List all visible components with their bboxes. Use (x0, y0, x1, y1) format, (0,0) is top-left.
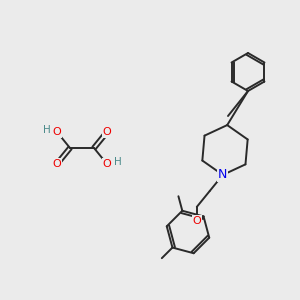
Text: O: O (52, 127, 62, 137)
Text: O: O (103, 127, 111, 137)
Text: O: O (52, 159, 62, 169)
Text: O: O (103, 159, 111, 169)
Text: N: N (218, 168, 227, 182)
Text: H: H (43, 125, 51, 135)
Text: O: O (192, 216, 201, 226)
Text: H: H (114, 157, 122, 167)
